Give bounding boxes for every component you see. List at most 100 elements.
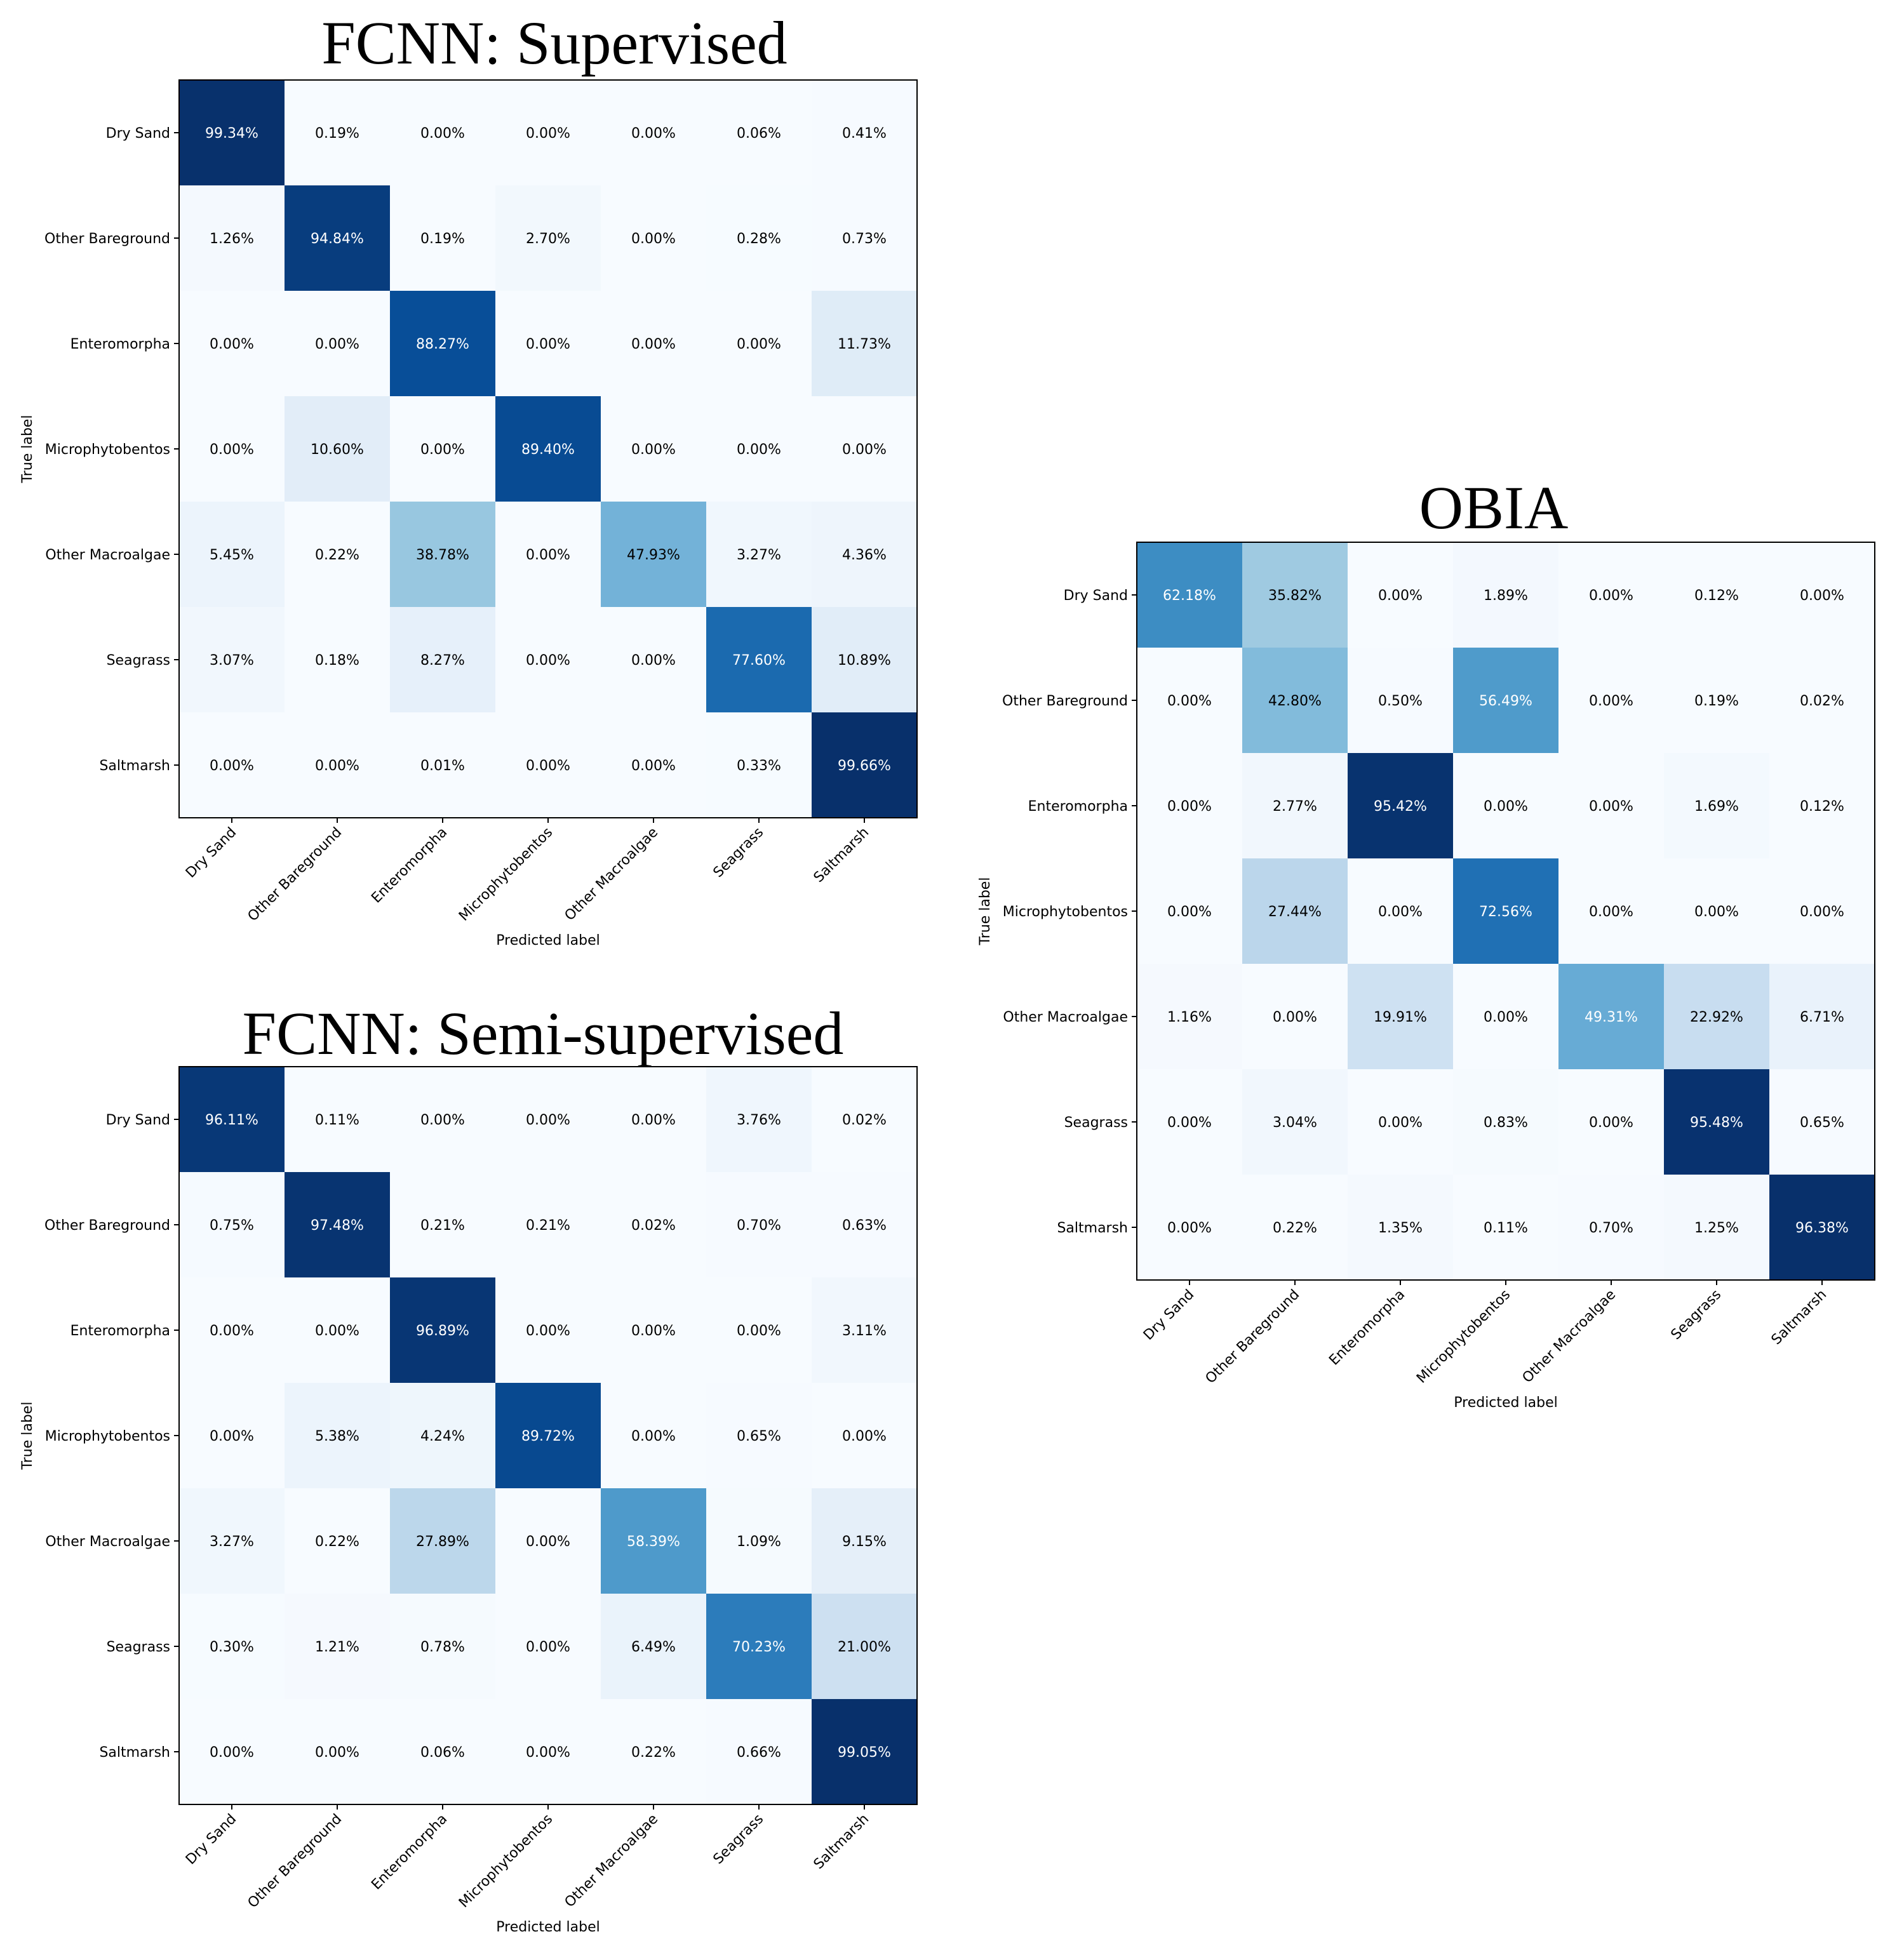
obia-cell-1-1 bbox=[1242, 648, 1348, 753]
fcnn-semi-supervised-cell-label-3-1: 5.38% bbox=[315, 1429, 359, 1444]
fcnn-semi-supervised-cell-2-0 bbox=[179, 1277, 285, 1383]
fcnn-semi-supervised-cell-label-4-1: 0.22% bbox=[315, 1534, 359, 1550]
fcnn-supervised-cell-2-3 bbox=[495, 291, 601, 396]
fcnn-semi-supervised-cell-5-1 bbox=[285, 1594, 390, 1699]
obia-cell-3-6 bbox=[1769, 858, 1875, 964]
obia-cell-label-3-5: 0.00% bbox=[1694, 904, 1739, 920]
obia-cell-label-5-4: 0.00% bbox=[1589, 1115, 1633, 1131]
obia-cell-label-5-5: 95.48% bbox=[1690, 1115, 1743, 1131]
fcnn-semi-supervised-cell-label-5-1: 1.21% bbox=[315, 1639, 359, 1655]
fcnn-supervised-xlabel: Predicted label bbox=[496, 933, 600, 949]
fcnn-semi-supervised-cell-label-2-5: 0.00% bbox=[737, 1323, 781, 1339]
obia-cell-label-1-3: 56.49% bbox=[1479, 693, 1532, 709]
obia-cell-2-1 bbox=[1242, 753, 1348, 858]
obia-cell-label-6-2: 1.35% bbox=[1378, 1220, 1423, 1236]
obia-cell-5-5 bbox=[1664, 1069, 1769, 1175]
fcnn-semi-supervised-cell-5-0 bbox=[179, 1594, 285, 1699]
fcnn-supervised-cell-label-0-3: 0.00% bbox=[526, 126, 570, 142]
obia-cell-6-3 bbox=[1453, 1175, 1558, 1280]
fcnn-semi-supervised-ytick-label-2: Enteromorpha bbox=[70, 1323, 170, 1339]
fcnn-supervised-cell-4-6 bbox=[812, 502, 917, 607]
fcnn-semi-supervised-cell-4-0 bbox=[179, 1488, 285, 1594]
fcnn-semi-supervised-title: FCNN: Semi-supervised bbox=[243, 999, 844, 1067]
obia-cell-6-5 bbox=[1664, 1175, 1769, 1280]
fcnn-semi-supervised-cell-6-3 bbox=[495, 1699, 601, 1804]
fcnn-supervised-cell-2-6 bbox=[812, 291, 917, 396]
obia-cell-0-3 bbox=[1453, 542, 1558, 648]
fcnn-supervised-cell-label-3-3: 89.40% bbox=[521, 442, 575, 458]
obia-cell-5-0 bbox=[1137, 1069, 1242, 1175]
fcnn-supervised-cell-2-4 bbox=[601, 291, 706, 396]
fcnn-semi-supervised-cell-4-1 bbox=[285, 1488, 390, 1594]
obia-cell-label-4-4: 49.31% bbox=[1585, 1010, 1638, 1025]
fcnn-semi-supervised-cell-label-3-3: 89.72% bbox=[521, 1429, 575, 1444]
fcnn-supervised-cell-0-0 bbox=[179, 80, 285, 185]
fcnn-supervised-cell-6-4 bbox=[601, 712, 706, 818]
fcnn-supervised-cell-1-6 bbox=[812, 185, 917, 291]
fcnn-supervised-cell-label-4-5: 3.27% bbox=[737, 547, 781, 563]
obia-cell-3-1 bbox=[1242, 858, 1348, 964]
obia-cell-4-4 bbox=[1558, 964, 1664, 1069]
fcnn-semi-supervised-cell-6-1 bbox=[285, 1699, 390, 1804]
fcnn-supervised-cell-label-1-4: 0.00% bbox=[631, 231, 676, 247]
obia-cell-label-2-2: 95.42% bbox=[1374, 799, 1427, 815]
fcnn-supervised-cell-5-2 bbox=[390, 607, 495, 712]
obia-cell-label-0-2: 0.00% bbox=[1378, 588, 1423, 604]
fcnn-supervised-cell-label-1-2: 0.19% bbox=[420, 231, 465, 247]
fcnn-supervised-cell-5-5 bbox=[706, 607, 812, 712]
fcnn-semi-supervised-chart: FCNN: Semi-supervised 96.11% 0.11% 0.00% 0.0… bbox=[20, 999, 918, 1935]
fcnn-semi-supervised-cell-label-3-6: 0.00% bbox=[842, 1429, 887, 1444]
obia-cell-label-3-3: 72.56% bbox=[1479, 904, 1532, 920]
fcnn-supervised-cell-4-0 bbox=[179, 502, 285, 607]
obia-cell-label-5-6: 0.65% bbox=[1800, 1115, 1844, 1131]
fcnn-semi-supervised-cell-3-0 bbox=[179, 1383, 285, 1488]
obia-cell-label-1-6: 0.02% bbox=[1800, 693, 1844, 709]
obia-cell-4-1 bbox=[1242, 964, 1348, 1069]
fcnn-supervised-cell-label-0-5: 0.06% bbox=[737, 126, 781, 142]
fcnn-supervised-cell-6-5 bbox=[706, 712, 812, 818]
fcnn-supervised-cell-0-2 bbox=[390, 80, 495, 185]
fcnn-semi-supervised-cell-label-4-6: 9.15% bbox=[842, 1534, 887, 1550]
obia-ytick-label-2: Enteromorpha bbox=[1028, 799, 1128, 815]
fcnn-semi-supervised-cell-label-5-3: 0.00% bbox=[526, 1639, 570, 1655]
fcnn-semi-supervised-cell-0-4 bbox=[601, 1067, 706, 1172]
fcnn-semi-supervised-cell-6-2 bbox=[390, 1699, 495, 1804]
obia-ylabel: True label bbox=[977, 877, 993, 946]
fcnn-supervised-cell-label-3-2: 0.00% bbox=[420, 442, 465, 458]
fcnn-supervised-cell-6-1 bbox=[285, 712, 390, 818]
fcnn-semi-supervised-cell-2-2 bbox=[390, 1277, 495, 1383]
obia-cell-3-4 bbox=[1558, 858, 1664, 964]
fcnn-supervised-cell-3-1 bbox=[285, 396, 390, 502]
obia-cell-2-0 bbox=[1137, 753, 1242, 858]
obia-cell-label-5-3: 0.83% bbox=[1484, 1115, 1528, 1131]
fcnn-semi-supervised-cell-label-4-0: 3.27% bbox=[210, 1534, 254, 1550]
fcnn-supervised-title: FCNN: Supervised bbox=[321, 9, 787, 77]
fcnn-supervised-cell-label-3-6: 0.00% bbox=[842, 442, 887, 458]
fcnn-supervised-cell-label-2-3: 0.00% bbox=[526, 337, 570, 352]
obia-cell-4-3 bbox=[1453, 964, 1558, 1069]
obia-cell-label-3-6: 0.00% bbox=[1800, 904, 1844, 920]
fcnn-supervised-cell-label-6-6: 99.66% bbox=[838, 758, 891, 774]
fcnn-semi-supervised-cell-3-5 bbox=[706, 1383, 812, 1488]
obia-xtick-label-3: Microphytobentos bbox=[1414, 1287, 1513, 1387]
fcnn-semi-supervised-cell-label-4-4: 58.39% bbox=[627, 1534, 680, 1550]
fcnn-supervised-cell-5-0 bbox=[179, 607, 285, 712]
fcnn-semi-supervised-cell-label-1-4: 0.02% bbox=[631, 1218, 676, 1234]
fcnn-supervised-cell-1-1 bbox=[285, 185, 390, 291]
obia-cell-label-3-4: 0.00% bbox=[1589, 904, 1633, 920]
fcnn-semi-supervised-cell-label-0-0: 96.11% bbox=[205, 1112, 258, 1128]
fcnn-supervised-cell-label-6-4: 0.00% bbox=[631, 758, 676, 774]
fcnn-supervised-cell-0-3 bbox=[495, 80, 601, 185]
fcnn-supervised-cell-label-5-5: 77.60% bbox=[732, 653, 786, 669]
obia-ytick-label-3: Microphytobentos bbox=[1003, 904, 1128, 920]
obia-cell-label-6-5: 1.25% bbox=[1694, 1220, 1739, 1236]
fcnn-supervised-cell-0-4 bbox=[601, 80, 706, 185]
obia-cell-5-6 bbox=[1769, 1069, 1875, 1175]
fcnn-supervised-cell-label-0-2: 0.00% bbox=[420, 126, 465, 142]
obia-cell-label-0-4: 0.00% bbox=[1589, 588, 1633, 604]
fcnn-semi-supervised-cell-1-1 bbox=[285, 1172, 390, 1277]
obia-ytick-label-5: Seagrass bbox=[1064, 1115, 1128, 1131]
fcnn-supervised-cell-2-0 bbox=[179, 291, 285, 396]
fcnn-semi-supervised-cell-label-5-4: 6.49% bbox=[631, 1639, 676, 1655]
obia-cell-label-3-2: 0.00% bbox=[1378, 904, 1423, 920]
